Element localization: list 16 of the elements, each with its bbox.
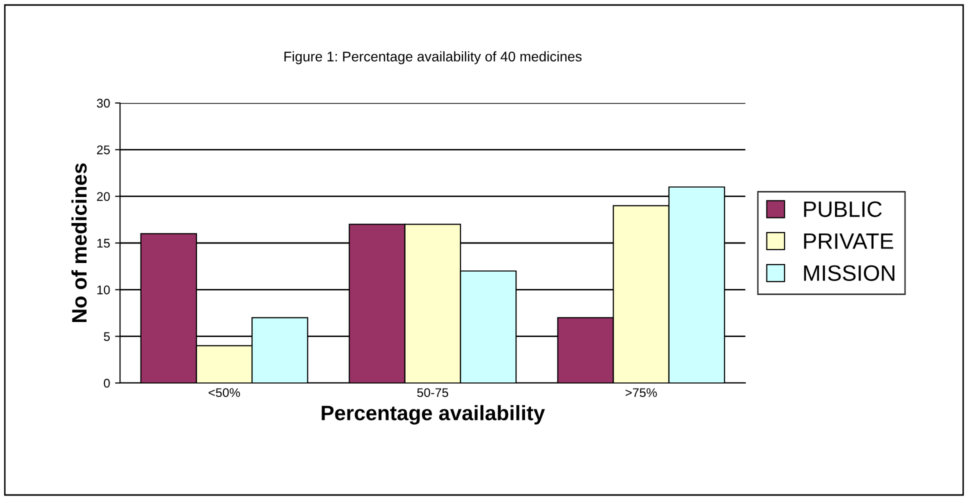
y-tick-label: 20 bbox=[97, 192, 110, 201]
legend-label: PRIVATE bbox=[804, 234, 894, 249]
y-tick-label: 25 bbox=[97, 145, 110, 154]
y-tick-label: 0 bbox=[104, 378, 110, 388]
y-tick-label: 5 bbox=[104, 332, 110, 341]
y-axis-title: No of medicines bbox=[71, 163, 87, 322]
x-tick-label: 50-75 bbox=[417, 388, 448, 398]
x-tick-label: <50% bbox=[208, 388, 240, 398]
y-tick-label: 10 bbox=[97, 285, 110, 294]
legend-label: PUBLIC bbox=[804, 201, 882, 218]
x-axis-title: Percentage availability bbox=[322, 405, 545, 425]
x-tick-label: >75% bbox=[626, 388, 657, 398]
y-tick-label: 30 bbox=[96, 98, 110, 108]
y-tick-label: 15 bbox=[97, 238, 110, 248]
chart-title: Figure 1: Percentage availability of 40 medicines bbox=[284, 51, 582, 64]
legend-label: MISSION bbox=[804, 265, 894, 281]
